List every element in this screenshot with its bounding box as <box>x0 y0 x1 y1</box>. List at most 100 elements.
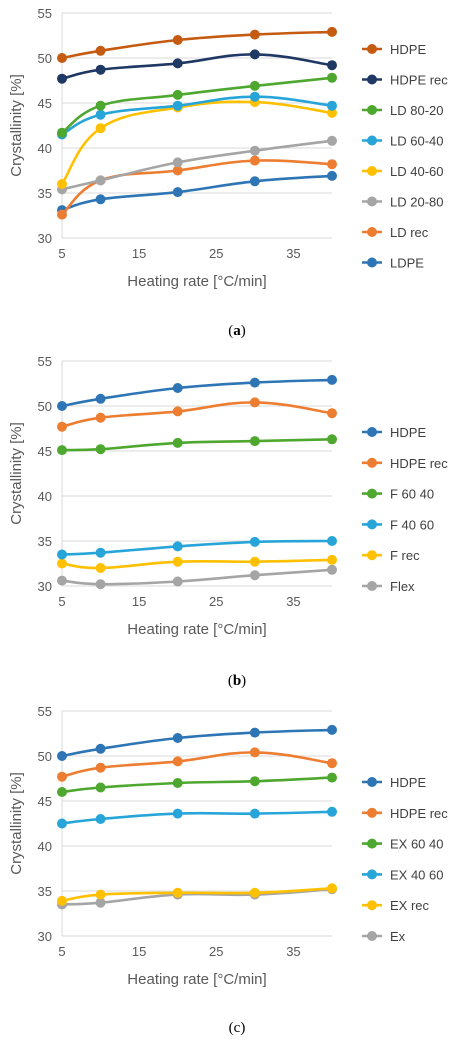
y-tick-label: 55 <box>38 354 52 369</box>
data-point <box>327 408 337 419</box>
y-axis-title: Crystallinity [%] <box>8 422 25 525</box>
legend-label: LDPE <box>390 256 424 271</box>
data-point <box>249 377 260 388</box>
data-point <box>249 80 260 91</box>
legend-marker <box>367 457 377 468</box>
x-tick-label: 35 <box>286 944 300 959</box>
legend-marker <box>367 488 377 499</box>
legend-marker <box>367 166 377 176</box>
data-point <box>95 393 106 404</box>
caption-c: (c) <box>0 1020 474 1037</box>
data-point <box>172 406 183 417</box>
data-point <box>327 758 337 769</box>
data-point <box>327 564 337 575</box>
data-point <box>327 724 337 735</box>
legend: HDPE HDPE rec LD 80-20 LD 60-40 LD 40-60 LD 2… <box>362 42 448 271</box>
data-point <box>57 421 67 432</box>
data-point <box>249 397 260 408</box>
caption-b: (b) <box>0 673 474 690</box>
data-point <box>172 778 183 788</box>
y-tick-label: 45 <box>38 444 52 459</box>
caption-letter: c <box>233 1020 241 1036</box>
y-tick-label: 50 <box>38 51 52 66</box>
legend-label: EX 40 60 <box>390 867 444 882</box>
data-point <box>95 547 106 558</box>
caption-a: (a) <box>0 323 474 340</box>
legend-label: HDPE rec <box>390 73 448 88</box>
x-tick-label: 25 <box>209 594 223 609</box>
chart-panel-a: 30 35 40 45 50 55 5 15 25 35 Heating rate [°C/min]… <box>0 0 474 300</box>
data-point <box>95 897 106 908</box>
legend-marker <box>367 227 377 237</box>
data-point <box>95 889 106 900</box>
data-point <box>57 179 67 189</box>
data-point <box>172 89 183 100</box>
data-point <box>327 107 337 118</box>
data-point <box>172 887 183 898</box>
data-point <box>95 782 106 793</box>
data-point <box>249 29 260 40</box>
data-point <box>249 808 260 819</box>
y-tick-label: 55 <box>38 6 52 21</box>
chart-panel-c: 30 35 40 45 50 55 5 15 25 35 Heating rate [°C/min]… <box>0 698 474 998</box>
y-tick-label: 30 <box>38 579 52 594</box>
legend-label: Flex <box>390 579 415 594</box>
data-point <box>249 155 260 166</box>
caption-open-paren: ( <box>228 323 234 339</box>
y-tick-label: 55 <box>38 704 52 719</box>
data-point <box>172 100 183 111</box>
data-point <box>249 145 260 156</box>
data-point <box>172 576 183 587</box>
x-axis-title: Heating rate [°C/min] <box>127 273 266 290</box>
data-point <box>95 579 106 590</box>
legend-marker <box>367 427 377 437</box>
data-point <box>172 556 183 567</box>
y-tick-label: 30 <box>38 231 52 246</box>
series-line <box>61 159 333 216</box>
data-point <box>327 72 337 83</box>
legend-marker <box>367 777 377 787</box>
data-point <box>95 123 106 134</box>
legend-marker <box>367 900 377 911</box>
data-point <box>172 756 183 767</box>
legend-label: F rec <box>390 548 420 563</box>
data-point <box>172 733 183 743</box>
data-point <box>95 762 106 773</box>
data-point <box>249 176 260 187</box>
x-tick-label: 35 <box>286 246 300 261</box>
data-point <box>57 209 67 220</box>
legend-marker <box>367 105 377 115</box>
data-point <box>57 549 67 560</box>
data-point <box>95 45 106 56</box>
x-tick-label: 25 <box>209 944 223 959</box>
data-point <box>57 401 67 411</box>
y-tick-label: 40 <box>38 839 52 854</box>
caption-close-paren: ) <box>240 1020 246 1036</box>
legend: HDPE HDPE rec EX 60 40 EX 40 60 EX rec Ex <box>362 775 448 944</box>
legend-label: LD 80-20 <box>390 103 443 118</box>
legend-label: Ex <box>390 929 406 944</box>
caption-letter: a <box>233 323 241 339</box>
data-point <box>57 895 67 906</box>
data-point <box>249 536 260 547</box>
x-tick-label: 15 <box>132 944 146 959</box>
legend-label: LD 60-40 <box>390 134 443 149</box>
data-point <box>172 58 183 69</box>
caption-open-paren: ( <box>228 1020 234 1036</box>
x-axis-title: Heating rate [°C/min] <box>127 971 266 988</box>
y-tick-label: 45 <box>38 794 52 809</box>
data-point <box>249 887 260 898</box>
x-tick-label: 5 <box>58 246 65 261</box>
data-point <box>172 187 183 198</box>
data-point <box>249 49 260 60</box>
legend-marker <box>367 44 377 54</box>
data-point <box>327 60 337 71</box>
legend-marker <box>367 135 377 146</box>
data-point <box>57 575 67 586</box>
x-tick-label: 25 <box>209 246 223 261</box>
legend-label: LD 40-60 <box>390 164 443 179</box>
data-point <box>327 135 337 146</box>
series-group <box>57 724 337 910</box>
